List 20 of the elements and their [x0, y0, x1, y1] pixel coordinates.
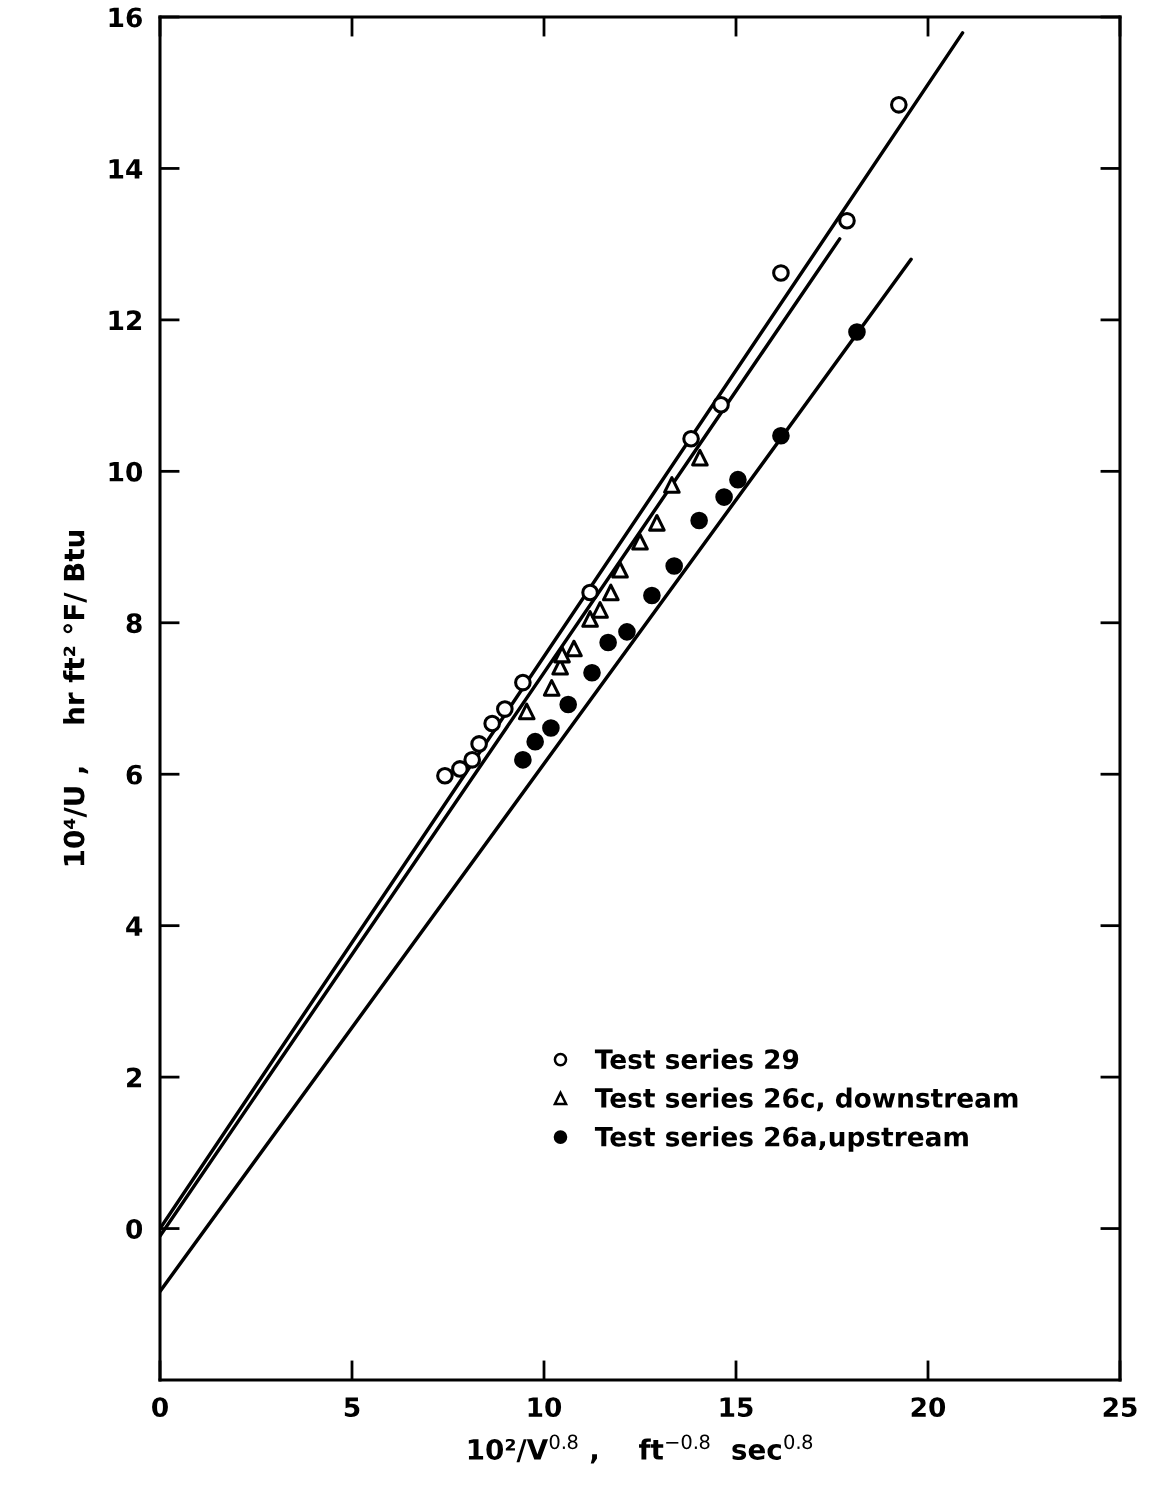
x-tick-label: 25 [1103, 1397, 1137, 1418]
y-tick-label: 8 [126, 613, 142, 634]
legend-label: Test series 29 [594, 1048, 799, 1070]
y-tick-label: 12 [109, 310, 142, 330]
x-tick-label: 5 [344, 1397, 360, 1418]
y-tick-label: 4 [126, 916, 143, 936]
y-tick-label: 6 [126, 764, 142, 785]
x-tick-label: 20 [911, 1397, 946, 1418]
y-tick-label: 2 [127, 1067, 142, 1088]
x-axis-title: 10²/V$^{0.8}$ , ft$^{−0.8}$ sec$^{0.8}$ [468, 1434, 813, 1464]
y-tick-label: 10 [109, 461, 143, 482]
y-axis-title: 10⁴/U , hr ft² °F/ Btu [63, 530, 89, 866]
legend-label: Test series 26a,upstream [594, 1126, 968, 1152]
y-tick-label: 0 [126, 1219, 143, 1239]
y-tick-label: 14 [109, 159, 143, 179]
legend-label: Test series 26c, downstream [594, 1087, 1018, 1112]
y-tick-label: 16 [109, 7, 142, 28]
x-tick-label: 15 [720, 1397, 753, 1418]
x-tick-label: 10 [528, 1397, 562, 1418]
x-tick-label: 0 [152, 1397, 168, 1418]
